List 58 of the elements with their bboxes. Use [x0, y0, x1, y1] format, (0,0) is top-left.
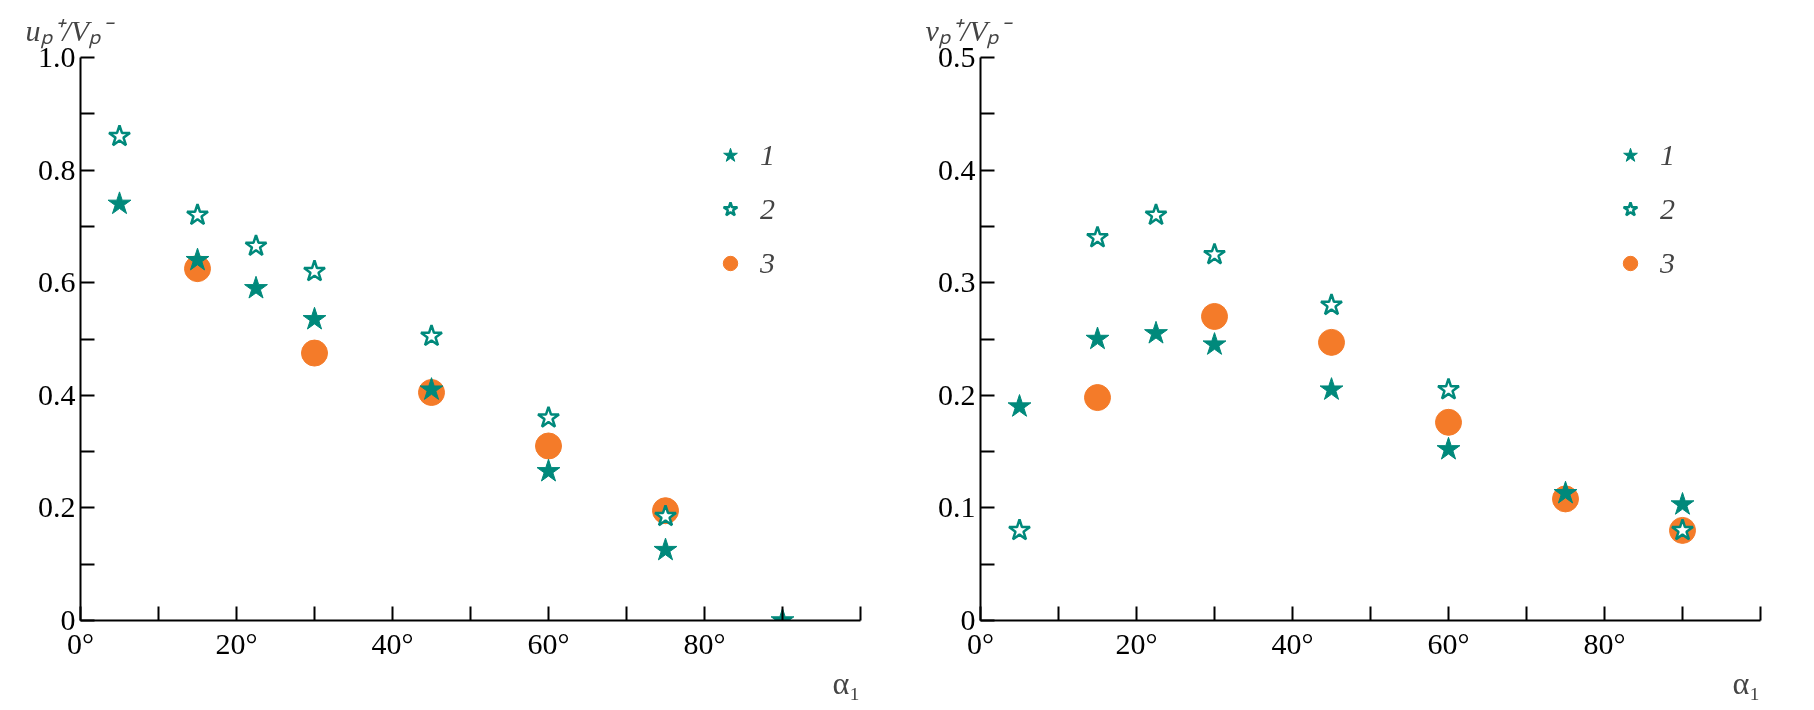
- point: [1202, 242, 1227, 265]
- y-tick-label: 0.8: [38, 152, 76, 186]
- point: [1084, 384, 1111, 412]
- point: [1318, 328, 1345, 356]
- x-tick-label: 20°: [1115, 626, 1158, 660]
- x-axis-title: α₁: [832, 664, 861, 701]
- point: [1553, 480, 1578, 504]
- point: [1436, 436, 1461, 460]
- y-tick-label: 0.4: [38, 377, 76, 411]
- point: [302, 259, 327, 282]
- point: [185, 247, 210, 271]
- point: [536, 458, 561, 482]
- x-tick-label: 20°: [215, 626, 258, 660]
- x-tick-label: 40°: [1271, 626, 1314, 660]
- point: [653, 504, 678, 527]
- point: [1144, 202, 1168, 226]
- x-tick-label: 40°: [371, 626, 414, 660]
- point: [536, 405, 561, 428]
- x-tick-label: 80°: [1583, 626, 1626, 660]
- x-tick-label: 80°: [683, 626, 726, 660]
- point: [302, 306, 327, 330]
- point: [653, 537, 678, 561]
- x-axis-title: α₁: [1732, 664, 1761, 701]
- point: [1202, 332, 1227, 355]
- y-tick-label: 0.4: [938, 152, 976, 186]
- point: [1144, 320, 1168, 344]
- legend-label: 2: [760, 192, 776, 226]
- x-tick-label: 60°: [1427, 626, 1470, 660]
- point: [1007, 394, 1032, 417]
- legend-label: 3: [1660, 246, 1676, 280]
- legend-label: 3: [760, 246, 776, 280]
- point: [1670, 492, 1695, 515]
- point: [1085, 225, 1110, 248]
- point: [244, 275, 268, 299]
- point: [1319, 292, 1344, 316]
- point: [244, 233, 268, 257]
- point: [1319, 377, 1344, 400]
- y-tick-label: 0.3: [938, 265, 976, 299]
- point: [1201, 303, 1228, 330]
- y-tick-label: 0.2: [938, 377, 976, 411]
- y-tick-label: 0.6: [38, 265, 76, 299]
- point: [1007, 518, 1032, 541]
- point: [107, 191, 132, 215]
- x-tick-label: 60°: [527, 626, 570, 660]
- point: [301, 339, 328, 367]
- point: [1435, 408, 1462, 436]
- point: [1085, 326, 1110, 350]
- point: [535, 432, 562, 460]
- y-tick-label: 0.1: [938, 490, 976, 524]
- point: [107, 124, 132, 147]
- y-tick-label: 0.2: [38, 490, 76, 524]
- point: [185, 202, 210, 226]
- point: [419, 323, 444, 347]
- legend-label: 2: [1660, 192, 1676, 226]
- legend-label: 1: [1660, 138, 1676, 172]
- point: [419, 377, 444, 400]
- point: [1436, 377, 1461, 400]
- legend-label: 1: [760, 138, 776, 172]
